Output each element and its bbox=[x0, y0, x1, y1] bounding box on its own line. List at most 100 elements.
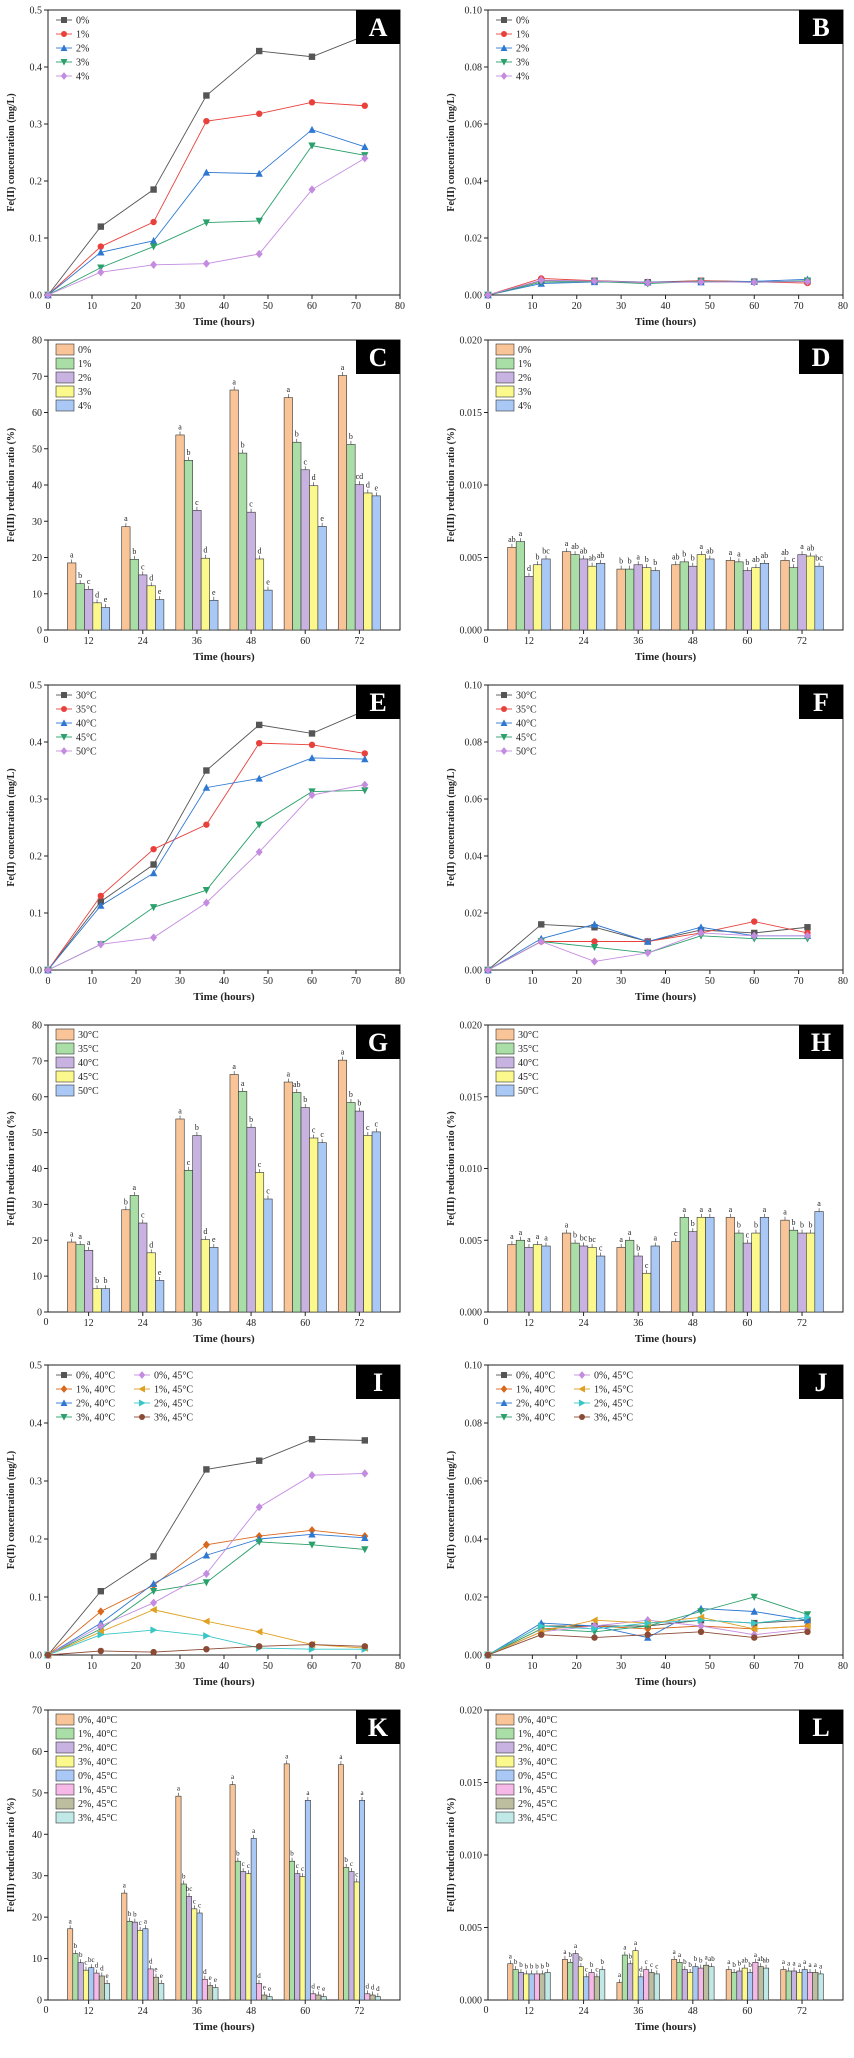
series-line-e-4 bbox=[47, 784, 365, 971]
legend-label: 45°C bbox=[76, 733, 97, 744]
bar-l-1-4 bbox=[731, 1972, 738, 2001]
legend-swatch bbox=[495, 1028, 515, 1041]
significance-label: a bbox=[800, 542, 804, 551]
legend-label: 0%, 40°C bbox=[518, 1715, 557, 1726]
legend-label: 0%, 45°C bbox=[154, 1371, 193, 1382]
bar-h-4-2 bbox=[650, 1245, 660, 1313]
panel-e: 0.0 0.1 0.2 0.3 0.4 0.5 0 10 20 30 40 50 60 70 80 Time … bbox=[6, 681, 405, 1004]
x-tick-label: 0 bbox=[486, 976, 491, 987]
point-a-2-6 bbox=[361, 142, 369, 150]
bar-d-0-3 bbox=[671, 564, 681, 631]
y-tick-label: 0.010 bbox=[460, 1851, 483, 1862]
panel-k: 0 10 20 30 40 50 60 70 0 12 24 36 48 60 72 Time (hours)… bbox=[6, 1706, 401, 2033]
y-tick-label: 0.010 bbox=[460, 1164, 483, 1175]
legend-marker bbox=[500, 1385, 508, 1393]
bar-c-0-3 bbox=[229, 389, 239, 631]
significance-label: a bbox=[783, 1208, 787, 1217]
y-tick-label: 40 bbox=[32, 481, 42, 492]
y-tick-label: 0.015 bbox=[460, 408, 483, 419]
bar-d-0-2 bbox=[616, 568, 626, 631]
legend-label: 2%, 45°C bbox=[78, 1799, 117, 1810]
legend-label: 50°C bbox=[516, 747, 537, 758]
point-e-0-5 bbox=[308, 730, 316, 737]
bar-k-3-4 bbox=[299, 1876, 306, 2001]
bar-g-4-3 bbox=[263, 1198, 273, 1313]
legend-swatch bbox=[495, 1056, 515, 1069]
bar-d-3-4 bbox=[751, 567, 761, 631]
point-j-7-0 bbox=[484, 1651, 492, 1659]
bar-c-0-2 bbox=[175, 434, 185, 631]
legend-marker bbox=[579, 1414, 585, 1420]
x-tick-label: 0 bbox=[46, 1661, 51, 1672]
bar-h-2-5 bbox=[797, 1232, 807, 1313]
x-tick-label: 20 bbox=[131, 1661, 141, 1672]
y-tick-label: 0.08 bbox=[465, 738, 483, 749]
y-tick-label: 20 bbox=[32, 1913, 42, 1924]
bar-g-0-3 bbox=[229, 1074, 239, 1313]
legend-label: 1%, 45°C bbox=[154, 1385, 193, 1396]
x-tick-label: 80 bbox=[395, 1661, 405, 1672]
point-e-4-6 bbox=[361, 780, 369, 789]
panel-f-badge bbox=[799, 685, 843, 719]
significance-label: b bbox=[628, 557, 632, 566]
significance-label: a bbox=[634, 1939, 638, 1947]
legend-marker bbox=[500, 44, 508, 51]
bar-c-1-4 bbox=[292, 441, 302, 631]
bar-k-2-1 bbox=[131, 1921, 138, 2001]
x-tick-label: 30 bbox=[175, 301, 185, 312]
point-i-5-3 bbox=[202, 1617, 210, 1626]
y-tick-label: 10 bbox=[32, 589, 42, 600]
y-axis-title: Fe(II) concentration (mg/L) bbox=[446, 93, 457, 211]
point-j-7-4 bbox=[697, 1628, 705, 1636]
panel-l: 0.000 0.005 0.010 0.015 0.020 0 12 24 36 48 60 72 Ti… bbox=[446, 1706, 844, 2033]
panel-f: 0.00 0.02 0.04 0.06 0.08 0.10 0 10 20 30 40 50 60 70 8… bbox=[446, 681, 848, 1004]
bar-k-1-5 bbox=[343, 1867, 350, 2001]
y-tick-label: 0.5 bbox=[30, 681, 43, 692]
panel-l-letter: L bbox=[812, 1713, 829, 1742]
point-e-2-2 bbox=[149, 869, 158, 877]
point-a-2-4 bbox=[255, 169, 263, 177]
x-tick-label: 20 bbox=[572, 301, 582, 312]
legend-swatch bbox=[495, 357, 515, 370]
point-e-1-3 bbox=[203, 821, 210, 828]
y-tick-label: 0.5 bbox=[30, 1361, 43, 1372]
x-tick-label: 24 bbox=[138, 636, 148, 647]
significance-label: b bbox=[573, 1231, 577, 1240]
legend-swatch bbox=[495, 1727, 515, 1740]
significance-label: a bbox=[618, 1971, 622, 1979]
y-axis-title: Fe(III) reduction ratio (%) bbox=[446, 1798, 457, 1913]
bar-d-0-4 bbox=[725, 560, 735, 631]
panel-f-letter: F bbox=[813, 688, 829, 717]
x-axis-title: Time (hours) bbox=[635, 651, 697, 663]
bar-k-3-5 bbox=[353, 1881, 360, 2001]
significance-label: b bbox=[636, 1244, 640, 1253]
legend-label: 3%, 45°C bbox=[518, 1813, 557, 1824]
x-tick-label: 30 bbox=[616, 301, 626, 312]
significance-label: b bbox=[691, 554, 695, 563]
bar-c-0-4 bbox=[283, 397, 293, 631]
x-tick-label: 48 bbox=[246, 636, 256, 647]
significance-label: b bbox=[349, 1090, 353, 1099]
bar-c-2-1 bbox=[138, 574, 148, 631]
significance-label: b bbox=[579, 1955, 583, 1963]
bar-g-4-1 bbox=[155, 1280, 165, 1313]
point-e-4-0 bbox=[44, 965, 52, 975]
y-tick-label: 80 bbox=[32, 1021, 42, 1032]
point-a-2-3 bbox=[202, 168, 211, 176]
significance-label: a bbox=[287, 1070, 291, 1079]
significance-label: c bbox=[303, 457, 307, 466]
legend-marker bbox=[138, 1371, 146, 1379]
y-axis-title: Fe(III) reduction ratio (%) bbox=[6, 428, 17, 543]
legend-label: 50°C bbox=[518, 1086, 539, 1097]
significance-label: b bbox=[653, 558, 657, 567]
bar-c-3-3 bbox=[255, 558, 265, 631]
bar-k-6-5 bbox=[369, 1994, 376, 2001]
significance-label: b bbox=[645, 555, 649, 564]
bar-k-6-0 bbox=[98, 1975, 105, 2001]
panel-c-letter: C bbox=[369, 343, 388, 372]
x-tick-label: 20 bbox=[131, 976, 141, 987]
legend-marker bbox=[138, 1385, 145, 1393]
x-tick-label: 50 bbox=[705, 1661, 715, 1672]
significance-label: a bbox=[727, 1958, 731, 1966]
